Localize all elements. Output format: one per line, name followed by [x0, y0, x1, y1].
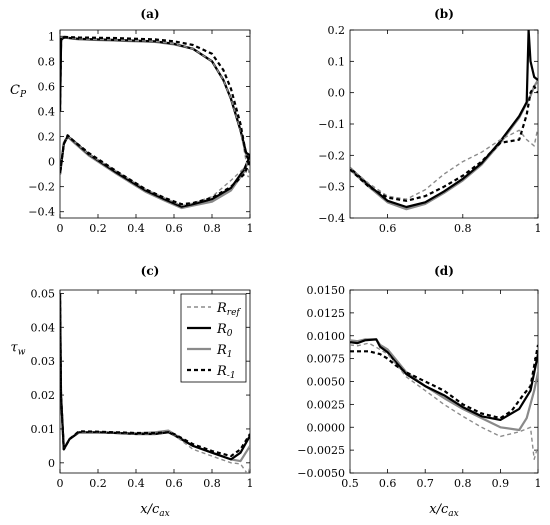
series-line-ref: [350, 126, 538, 200]
series-line-rm1: [350, 344, 538, 420]
series-group: [350, 30, 538, 211]
x-tick-label: 0: [57, 477, 64, 490]
x-axis-label: x/cax: [140, 502, 169, 519]
panel-c: 0 0.2 0.4 0.6 0.8 1 0.05 0.04 0.03 0.02 0.01 0 (c) τw…: [11, 264, 254, 519]
panel-a: 0 0.2 0.4 0.6 0.8 1 1 0.8 0.6 0.4 0.2 0 −0.2 −0.4 (a) C…: [10, 7, 254, 235]
y-tick-label: −0.2: [318, 149, 345, 162]
x-tick-label: 1: [535, 477, 542, 490]
y-tick-label: 0: [48, 457, 55, 470]
plot-frame: [59, 29, 251, 219]
series-line-rm1: [60, 35, 250, 206]
series-group: [60, 293, 250, 473]
x-tick-label: 0.6: [165, 222, 183, 235]
y-tick-label: 0.0: [328, 87, 346, 100]
y-tick-label: 0.0025: [307, 398, 346, 411]
y-tick-label: −0.4: [28, 206, 55, 219]
y-tick-label: −0.2: [28, 181, 55, 194]
y-axis-label: τw: [11, 341, 26, 358]
y-tick-label: 0.0000: [307, 421, 346, 434]
series-line-ref: [60, 36, 250, 207]
y-tick-label: 0.6: [38, 80, 56, 93]
y-tick-label: −0.3: [318, 181, 345, 194]
y-tick-label: 0.0050: [307, 376, 346, 389]
plot-frame: [349, 289, 539, 474]
y-tick-label: 1: [48, 30, 55, 43]
x-tick-label: 0.4: [127, 477, 145, 490]
x-tick-label: 1: [247, 477, 254, 490]
series-line-r0: [350, 30, 538, 209]
y-tick-label: 0.1: [328, 55, 346, 68]
y-tick-label: −0.1: [318, 118, 345, 131]
y-tick-label: 0.05: [31, 287, 56, 300]
legend: Rref R0 R1 R-1: [180, 293, 247, 383]
x-tick-label: 0.6: [379, 477, 397, 490]
x-axis-label: x/cax: [429, 502, 458, 519]
panel-label: (d): [434, 264, 454, 278]
x-tick-label: 0.8: [454, 222, 472, 235]
y-tick-label: 0.0150: [307, 284, 346, 297]
x-tick-label: 0.2: [89, 477, 107, 490]
y-tick-label: −0.4: [318, 212, 345, 225]
y-tick-label: 0.0075: [307, 353, 346, 366]
series-line-rm1: [60, 293, 250, 458]
y-tick-label: 0.01: [31, 423, 56, 436]
x-tick-label: 0.4: [127, 222, 145, 235]
x-tick-label: 0.8: [203, 222, 221, 235]
legend-box: [180, 293, 247, 383]
x-tick-label: 0.2: [89, 222, 107, 235]
y-tick-label: −0.0025: [297, 444, 345, 457]
panel-label: (a): [140, 7, 159, 21]
panel-label: (c): [141, 264, 160, 278]
legend-label-r0: R0: [216, 322, 233, 339]
series-line-r0: [60, 36, 250, 208]
x-tick-label: 1: [247, 222, 254, 235]
panel-label: (b): [434, 7, 454, 21]
y-tick-label: 0.0100: [307, 330, 346, 343]
x-tick-label: 0.7: [416, 477, 434, 490]
series-line-ref: [350, 342, 538, 460]
x-tick-label: 0.6: [379, 222, 397, 235]
y-tick-label: 0.2: [328, 24, 346, 37]
panel-d: 0.5 0.6 0.7 0.8 0.9 1 0.0150 0.0125 0.0100 0.0075…: [297, 264, 541, 519]
legend-label-rm1: R-1: [216, 364, 236, 381]
x-tick-label: 0.5: [341, 477, 359, 490]
y-axis-label: CP: [10, 83, 27, 100]
y-tick-label: 0.04: [31, 321, 56, 334]
series-line-rm1: [350, 85, 538, 202]
series-line-r1: [350, 79, 538, 211]
legend-label-r1: R1: [216, 343, 233, 360]
x-tick-label: 0.8: [454, 477, 472, 490]
series-group: [60, 35, 250, 210]
y-tick-label: 0.2: [38, 131, 56, 144]
series-line-r0: [350, 338, 538, 421]
y-tick-label: 0.4: [38, 105, 56, 118]
x-tick-label: 0.9: [492, 477, 510, 490]
x-tick-label: 0: [57, 222, 64, 235]
y-tick-label: 0: [48, 156, 55, 169]
series-group: [350, 338, 538, 460]
panel-b: 0.6 0.8 1 0.2 0.1 0.0 −0.1 −0.2 −0.3 −0.4 (b): [318, 7, 541, 235]
y-tick-label: 0.02: [31, 389, 56, 402]
series-line-r1: [60, 36, 250, 210]
x-tick-label: 0.8: [203, 477, 221, 490]
legend-label-ref: Rref: [216, 301, 241, 318]
y-tick-label: 0.0125: [307, 307, 346, 320]
x-tick-label: 0.6: [165, 477, 183, 490]
y-tick-label: −0.0050: [297, 467, 345, 480]
y-tick-label: 0.8: [38, 55, 56, 68]
x-tick-label: 1: [535, 222, 542, 235]
y-tick-label: 0.03: [31, 355, 56, 368]
